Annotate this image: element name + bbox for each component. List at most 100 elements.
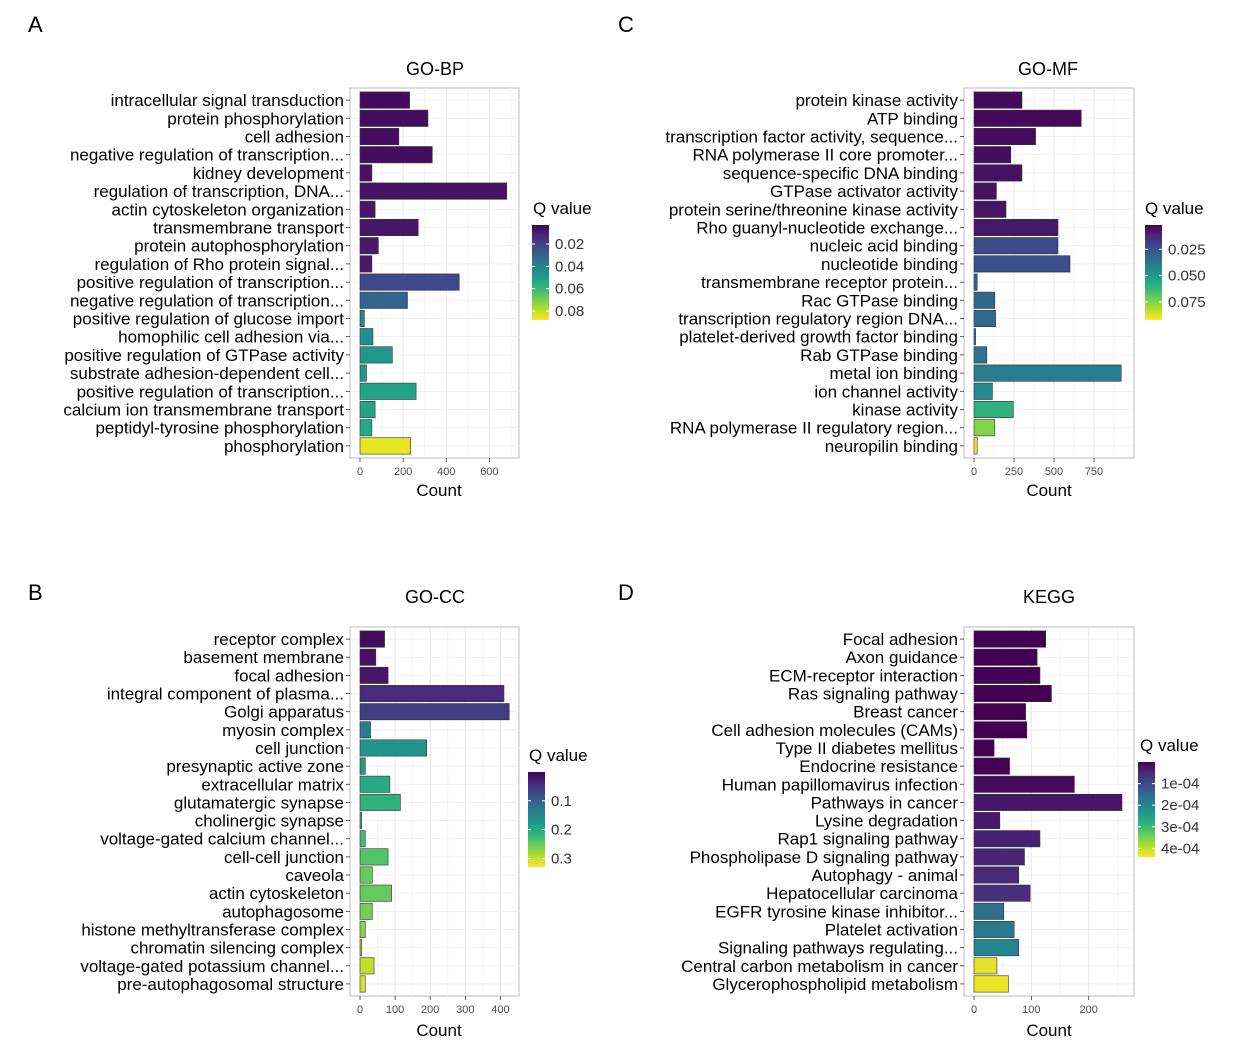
bar xyxy=(359,757,366,775)
bars xyxy=(973,630,1123,993)
x-tick-label: 100 xyxy=(386,1004,404,1016)
x-tick-label: 400 xyxy=(437,466,455,478)
category-label: protein autophosphorylation xyxy=(134,237,344,256)
x-tick-label: 100 xyxy=(1022,1004,1040,1016)
category-label: Focal adhesion xyxy=(843,630,958,649)
bar xyxy=(359,273,460,291)
bar xyxy=(973,812,1001,830)
bar xyxy=(973,273,978,291)
bar xyxy=(359,382,417,400)
bar xyxy=(973,128,1036,145)
category-label: integral component of plasma... xyxy=(107,685,344,704)
bar xyxy=(359,848,389,866)
category-label: kidney development xyxy=(193,164,344,183)
category-label: actin cytoskeleton organization xyxy=(112,200,344,219)
category-label: Phospholipase D signaling pathway xyxy=(690,848,959,867)
bar xyxy=(973,401,1014,418)
x-ticks: 0 100 200 xyxy=(971,996,1098,1016)
category-label: presynaptic active zone xyxy=(166,757,344,776)
x-tick-label: 300 xyxy=(456,1004,474,1016)
legend-title: Q value xyxy=(529,746,588,765)
legend-ticks: 1e-04 2e-04 3e-04 4e-04 xyxy=(1138,776,1199,857)
bar xyxy=(973,182,997,200)
bar xyxy=(359,975,366,993)
category-label: chromatin silencing complex xyxy=(130,939,344,958)
category-label: transmembrane receptor protein... xyxy=(701,273,958,292)
bar xyxy=(973,884,1031,902)
category-label: myosin complex xyxy=(222,721,344,740)
bar xyxy=(973,255,1071,273)
category-label: sequence-specific DNA binding xyxy=(723,164,958,183)
category-label: Signaling pathways regulating... xyxy=(718,939,958,958)
bar xyxy=(359,921,366,938)
category-label: calcium ion transmembrane transport xyxy=(63,401,344,420)
x-tick-label: 250 xyxy=(1005,466,1023,478)
bar xyxy=(973,346,988,364)
legend-tick-label: 2e-04 xyxy=(1161,797,1199,814)
bar xyxy=(973,775,1075,793)
x-ticks: 0 100 200 300 400 xyxy=(357,996,510,1016)
category-label: Autophagy - animal xyxy=(812,866,958,885)
legend-title: Q value xyxy=(1140,736,1199,755)
category-label: Human papillomavirus infection xyxy=(722,775,958,794)
legend: Q value 0.02 0.04 0.06 0.08 xyxy=(532,199,592,320)
category-label: Rho guanyl-nucleotide exchange... xyxy=(696,219,958,238)
chart-title: KEGG xyxy=(1023,587,1075,607)
bar xyxy=(359,437,411,455)
bar xyxy=(359,703,510,721)
category-label: peptidyl-tyrosine phosphorylation xyxy=(95,419,344,438)
legend-tick-label: 0.3 xyxy=(551,850,572,867)
category-label: Type II diabetes mellitus xyxy=(776,739,958,758)
bar xyxy=(359,957,375,975)
legend-tick-label: 0.08 xyxy=(555,303,584,320)
x-ticks: 0 250 500 750 xyxy=(971,458,1103,478)
category-label: protein phosphorylation xyxy=(167,109,344,128)
category-label: cell adhesion xyxy=(245,128,344,147)
legend-tick-label: 0.075 xyxy=(1168,294,1206,311)
category-label: nucleic acid binding xyxy=(810,237,958,256)
x-tick-label: 200 xyxy=(1080,1004,1098,1016)
bars xyxy=(359,630,510,993)
legend: Q value 0.1 0.2 0.3 xyxy=(528,746,588,867)
category-label: receptor complex xyxy=(214,630,345,649)
category-label: voltage-gated calcium channel... xyxy=(100,830,344,849)
category-label: transmembrane transport xyxy=(153,219,344,238)
bar xyxy=(973,721,1028,739)
bar xyxy=(359,866,373,884)
bar xyxy=(973,146,1012,164)
category-label: Central carbon metabolism in cancer xyxy=(681,957,958,976)
bars xyxy=(973,91,1122,455)
category-label: homophilic cell adhesion via... xyxy=(118,328,344,347)
category-label: Pathways in cancer xyxy=(811,793,959,812)
category-labels: intracellular signal transductionprotein… xyxy=(63,91,350,456)
bar xyxy=(359,200,376,218)
bar xyxy=(359,419,373,437)
bar xyxy=(359,255,373,273)
legend-ticks: 0.02 0.04 0.06 0.08 xyxy=(532,236,584,320)
category-label: basement membrane xyxy=(183,648,344,667)
bar xyxy=(973,757,1010,775)
x-tick-label: 400 xyxy=(491,1004,509,1016)
category-label: Platelet activation xyxy=(825,920,958,939)
category-label: EGFR tyrosine kinase inhibitor... xyxy=(715,902,958,921)
bar xyxy=(359,812,363,830)
bar xyxy=(973,109,1082,127)
legend-ticks: 0.1 0.2 0.3 xyxy=(528,793,572,867)
category-label: Glycerophospholipid metabolism xyxy=(712,975,958,994)
bar xyxy=(973,437,978,455)
category-label: cell-cell junction xyxy=(224,848,344,867)
category-label: Rap1 signaling pathway xyxy=(777,830,958,849)
bar xyxy=(973,902,1005,920)
bar xyxy=(973,848,1025,866)
bar xyxy=(973,91,1023,109)
bar xyxy=(359,902,373,920)
legend-tick-label: 0.025 xyxy=(1168,241,1206,258)
x-tick-label: 200 xyxy=(394,466,412,478)
bar xyxy=(973,703,1026,721)
category-label: pre-autophagosomal structure xyxy=(117,975,344,994)
bar xyxy=(973,219,1059,236)
legend-colorbar xyxy=(1145,225,1162,320)
category-label: autophagosome xyxy=(222,902,344,921)
